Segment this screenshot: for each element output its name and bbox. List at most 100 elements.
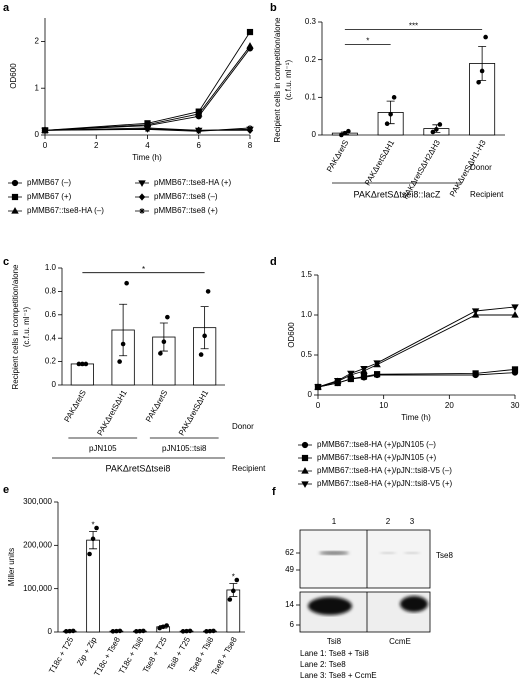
replicate-point [207,628,213,634]
bar [70,363,94,386]
x-tick-label: 8 [248,141,253,150]
marker [347,370,355,378]
y-tick-label: 0.3 [305,17,317,26]
replicate-point [160,624,166,630]
lane-legend: Lane 2: Tse8 [300,660,346,669]
y-tick-label: 1 [35,83,40,92]
marker [247,125,253,131]
significance-label: * [92,521,95,530]
replicate-point [437,122,443,127]
recipient-strain: PAKΔretSΔtsei8 [106,463,171,473]
mw-label: 14 [285,600,294,609]
replicate-point [205,289,211,294]
replicate-point [94,525,99,531]
significance-label: * [232,573,235,582]
mw-label: 6 [290,620,295,629]
marker [314,384,322,391]
replicate-point [114,628,119,634]
x-tick-label: PAKΔretS [144,389,170,424]
series-line [317,368,516,388]
marker [511,304,519,311]
panel-letter: e [3,484,9,496]
lane-number: 2 [386,517,391,526]
replicate-point [110,629,116,634]
x-tick-label: PAKΔretS [62,389,88,424]
marker [144,126,151,133]
replicate-point [388,111,393,117]
series-line [44,31,251,131]
legend-label: pMMB67::tse8 (–) [154,192,218,201]
y-tick-label: 0.5 [301,350,313,359]
series-line [44,45,251,131]
legend-label: pMMB67::tse8-HA (+)/pJN::tsi8-V5 (+) [317,479,452,488]
blot-label: CcmE [389,637,411,646]
legend-marker [301,467,309,474]
replicate-point [198,352,204,357]
replicate-point [339,132,344,138]
y-tick-label: 0.1 [305,92,317,101]
x-tick-label: 0 [43,141,48,150]
y-tick-label: 0 [52,380,57,389]
replicate-point [434,127,439,132]
replicate-point [342,130,348,136]
marker [195,128,202,135]
replicate-point [158,351,163,356]
legend-label: pMMB67::tse8-HA (–) [27,206,104,215]
donor-label: Donor [470,163,492,172]
panel-letter: c [3,256,9,268]
replicate-point [234,577,240,583]
band [404,551,420,555]
legend-marker [301,454,309,462]
replicate-point [231,588,236,594]
replicate-point [164,623,169,628]
replicate-point [479,68,485,74]
lane-number: 3 [410,517,415,526]
marker [472,370,479,377]
legend-marker [301,481,309,488]
legend-marker [138,180,146,187]
replicate-point [134,629,139,634]
panel-letter: a [3,2,10,14]
replicate-point [141,628,146,634]
band [380,551,396,555]
replicate-point [204,629,209,634]
y-tick-label: 0.8 [45,287,57,296]
replicate-point [384,121,390,126]
y-axis-label: (c.f.u. ml⁻¹) [22,307,31,348]
y-tick-label: 0 [48,627,53,636]
y-tick-label: 0.2 [45,357,57,366]
marker [195,110,203,117]
y-tick-label: 0.2 [305,55,317,64]
legend-marker [11,179,19,187]
lane-legend: Lane 1: Tse8 + Tsi8 [300,649,369,658]
x-tick-label: 2 [94,141,99,150]
replicate-point [76,361,82,367]
x-tick-label: PAKΔretSΔH1 [177,388,211,437]
group-label: pJN105 [89,444,117,453]
panel-letter: f [272,486,276,498]
y-tick-label: 0 [308,390,313,399]
replicate-point [90,536,96,542]
y-axis-label: (c.f.u. ml⁻¹) [284,60,293,101]
marker [373,360,381,367]
x-tick-label: Tsi8 + T25 [166,635,193,672]
marker [42,127,48,134]
recipient-label: Recipient [470,190,504,199]
marker [511,311,519,318]
y-tick-label: 300,000 [23,497,52,506]
recipient-label: Recipient [232,464,266,473]
replicate-point [80,361,85,367]
y-axis-label: Miller units [7,548,16,586]
donor-label: Donor [232,422,254,431]
series-line [44,48,251,131]
marker [511,366,519,373]
blot-panel: f 1 2 3 62 49 14 6 Tse8 Tsi8 CcmE Lane 1… [272,486,453,680]
replicate-point [117,628,123,634]
y-tick-label: 2 [35,37,40,46]
replicate-point [165,314,170,320]
legend-label: pMMB67::tse8-HA (+) [154,178,231,187]
replicate-point [180,629,186,634]
y-tick-label: 0.4 [45,333,57,342]
error-bar [119,303,128,357]
marker [471,308,480,315]
